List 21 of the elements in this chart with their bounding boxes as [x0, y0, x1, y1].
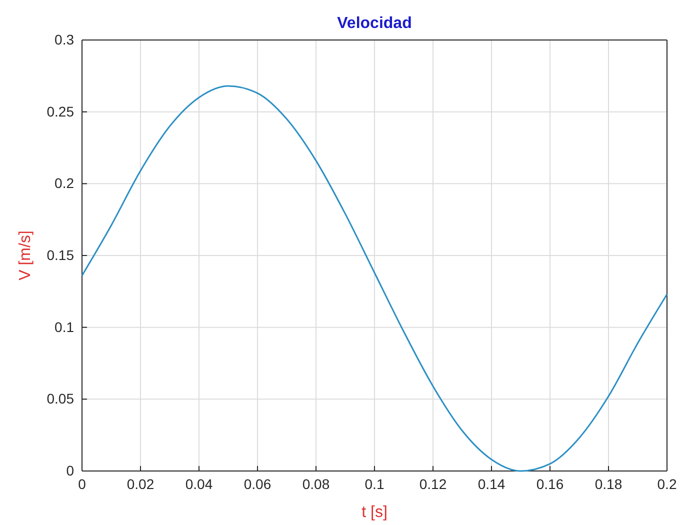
y-tick-label: 0.05	[46, 390, 74, 407]
x-tick-label: 0.2	[657, 476, 677, 492]
x-tick-label: 0	[78, 476, 86, 492]
y-tick-label: 0.15	[46, 246, 74, 263]
y-tick-label: 0.2	[54, 175, 74, 192]
y-tick-label: 0	[66, 462, 74, 478]
chart-title: Velocidad	[337, 15, 412, 32]
x-tick-label: 0.06	[244, 476, 272, 492]
x-tick-label: 0.08	[302, 476, 330, 492]
y-tick-label: 0.25	[46, 103, 74, 120]
x-tick-label: 0.16	[536, 476, 564, 492]
x-tick-label: 0.18	[594, 476, 622, 492]
x-tick-label: 0.1	[364, 476, 384, 492]
y-axis-title: V [m/s]	[17, 230, 34, 280]
x-tick-label: 0.12	[419, 476, 447, 492]
x-tick-label: 0.04	[185, 476, 213, 492]
x-tick-label: 0.02	[126, 476, 154, 492]
x-axis-title: t [s]	[362, 504, 388, 521]
y-tick-label: 0.1	[54, 318, 74, 335]
y-tick-label: 0.3	[54, 31, 74, 48]
x-tick-label: 0.14	[478, 476, 506, 492]
